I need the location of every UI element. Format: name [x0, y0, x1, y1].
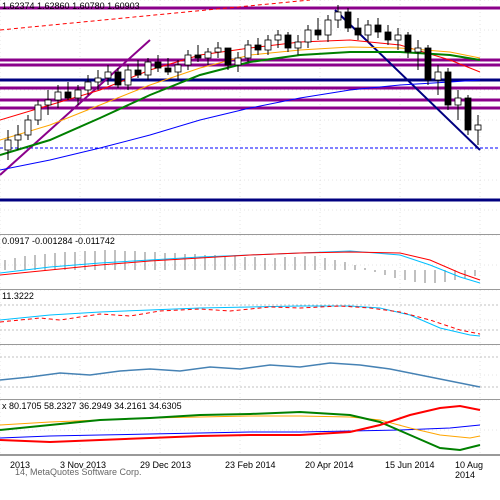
- adx-header: x 80.1705 58.2327 36.2949 34.2161 34.630…: [2, 401, 182, 411]
- stochastic-panel[interactable]: [0, 345, 500, 400]
- adx-panel[interactable]: x 80.1705 58.2327 36.2949 34.2161 34.630…: [0, 400, 500, 455]
- copyright-text: 14, MetaQuotes Software Corp.: [15, 467, 142, 477]
- ohlc-header: 1.62374 1.62860 1.60780 1.60903: [2, 1, 140, 11]
- rsi-panel[interactable]: 11.3222: [0, 290, 500, 345]
- macd-panel[interactable]: 0.0917 -0.001284 -0.011742: [0, 235, 500, 290]
- rsi-header: 11.3222: [2, 291, 34, 301]
- x-axis-label: 10 Aug 2014: [455, 460, 500, 480]
- price-chart-panel[interactable]: 1.62374 1.62860 1.60780 1.60903: [0, 0, 500, 235]
- macd-header: 0.0917 -0.001284 -0.011742: [2, 236, 115, 246]
- x-axis-label: 20 Apr 2014: [305, 460, 354, 470]
- x-axis-label: 29 Dec 2013: [140, 460, 191, 470]
- x-axis-label: 23 Feb 2014: [225, 460, 276, 470]
- x-axis-label: 15 Jun 2014: [385, 460, 435, 470]
